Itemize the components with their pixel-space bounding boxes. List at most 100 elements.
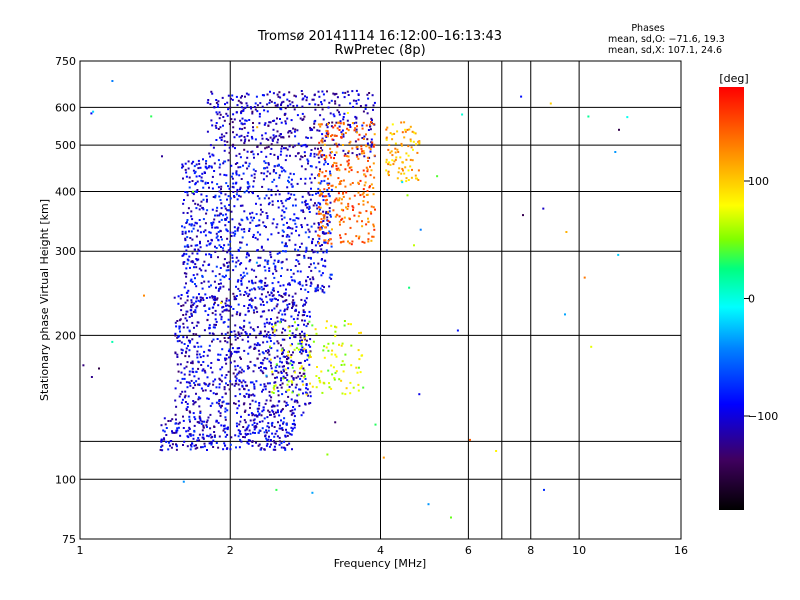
data-point bbox=[232, 308, 235, 310]
data-point bbox=[196, 273, 199, 276]
data-point bbox=[328, 195, 331, 198]
data-point bbox=[320, 221, 322, 224]
data-point bbox=[240, 178, 243, 180]
data-point bbox=[211, 181, 214, 184]
data-point bbox=[366, 142, 369, 145]
data-point bbox=[216, 358, 219, 361]
data-point bbox=[333, 134, 336, 137]
data-point bbox=[407, 169, 410, 172]
data-point bbox=[196, 229, 199, 232]
data-point bbox=[369, 150, 372, 153]
data-point bbox=[311, 249, 314, 251]
data-point bbox=[160, 424, 163, 427]
data-point bbox=[327, 121, 330, 124]
data-point bbox=[356, 220, 359, 223]
data-point bbox=[333, 115, 336, 118]
data-point bbox=[326, 130, 329, 133]
data-point bbox=[389, 151, 392, 154]
data-point bbox=[213, 425, 216, 428]
data-point bbox=[323, 286, 325, 289]
data-point bbox=[306, 206, 309, 209]
data-point bbox=[326, 203, 329, 206]
data-point bbox=[328, 101, 331, 104]
data-point bbox=[246, 167, 249, 170]
data-point bbox=[219, 113, 222, 116]
data-point bbox=[312, 204, 315, 207]
data-point bbox=[311, 98, 314, 101]
data-point bbox=[254, 288, 257, 291]
data-point bbox=[292, 351, 294, 354]
data-point bbox=[308, 206, 311, 209]
data-point bbox=[320, 139, 323, 142]
data-point bbox=[243, 319, 246, 322]
data-point bbox=[280, 442, 283, 445]
data-point bbox=[366, 201, 369, 204]
data-point bbox=[206, 318, 209, 321]
data-point bbox=[394, 142, 397, 145]
data-point bbox=[205, 244, 208, 247]
data-point bbox=[183, 373, 186, 376]
data-point bbox=[186, 295, 189, 298]
data-point bbox=[191, 252, 194, 255]
data-point bbox=[239, 246, 242, 249]
data-point bbox=[326, 188, 329, 191]
data-point bbox=[264, 277, 267, 280]
data-point bbox=[414, 174, 417, 177]
data-point bbox=[223, 149, 226, 152]
data-point bbox=[397, 151, 400, 153]
data-point bbox=[176, 320, 179, 322]
data-point bbox=[358, 332, 361, 334]
data-point bbox=[329, 174, 332, 177]
data-point bbox=[207, 240, 210, 243]
data-point bbox=[224, 103, 226, 106]
data-point bbox=[332, 342, 335, 345]
data-point bbox=[222, 429, 225, 432]
data-point bbox=[273, 101, 276, 104]
data-point bbox=[281, 229, 284, 232]
data-point bbox=[210, 165, 213, 168]
data-point bbox=[175, 443, 177, 446]
data-point bbox=[244, 409, 247, 412]
data-point bbox=[291, 343, 293, 346]
data-point bbox=[329, 172, 332, 175]
data-point bbox=[233, 118, 236, 121]
data-point bbox=[208, 165, 211, 168]
data-point bbox=[224, 357, 226, 360]
data-point bbox=[243, 122, 246, 125]
data-point bbox=[401, 161, 404, 164]
data-point bbox=[260, 293, 263, 296]
data-point bbox=[268, 201, 271, 204]
data-point bbox=[328, 276, 331, 279]
data-point bbox=[199, 412, 202, 414]
data-point bbox=[225, 427, 228, 430]
data-point bbox=[313, 120, 316, 123]
data-point bbox=[286, 104, 289, 107]
data-point bbox=[286, 383, 289, 386]
data-point bbox=[242, 271, 245, 274]
data-point bbox=[362, 121, 365, 124]
data-point bbox=[196, 189, 199, 191]
data-point bbox=[313, 155, 316, 158]
data-point bbox=[247, 253, 250, 256]
data-point bbox=[188, 316, 191, 318]
data-point bbox=[203, 260, 206, 263]
data-point bbox=[227, 185, 229, 188]
data-point bbox=[201, 446, 204, 449]
data-point bbox=[254, 102, 257, 105]
data-point bbox=[202, 198, 205, 201]
data-point bbox=[185, 347, 188, 350]
data-point bbox=[228, 356, 230, 359]
data-point bbox=[228, 204, 231, 206]
data-point bbox=[253, 428, 256, 431]
data-point bbox=[370, 121, 372, 124]
data-point bbox=[241, 384, 244, 387]
data-point bbox=[294, 336, 297, 339]
data-point bbox=[226, 433, 229, 436]
data-point bbox=[192, 371, 195, 374]
data-point bbox=[324, 161, 327, 164]
data-point bbox=[297, 249, 300, 252]
data-point bbox=[256, 145, 259, 148]
data-point bbox=[310, 281, 313, 284]
data-point bbox=[268, 360, 271, 363]
data-point bbox=[261, 288, 264, 291]
